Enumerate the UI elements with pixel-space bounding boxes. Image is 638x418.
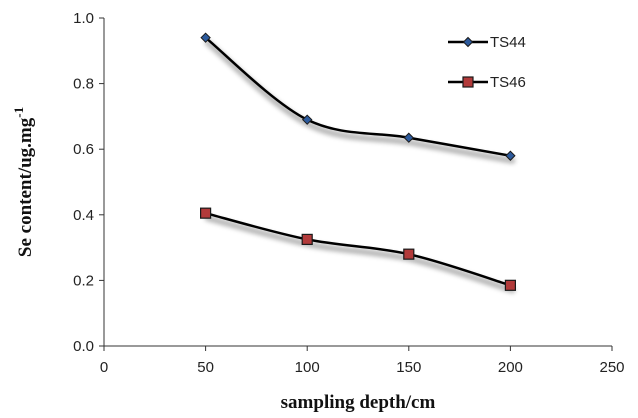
legend-item-ts44: TS44 — [448, 34, 526, 51]
data-point — [505, 150, 516, 161]
data-point — [504, 279, 516, 291]
y-tick-label: 0.6 — [73, 141, 94, 158]
series-shadow — [204, 215, 516, 294]
y-tick-label: 0.0 — [73, 338, 94, 355]
data-point — [301, 233, 313, 245]
legend-swatch-marker — [462, 36, 474, 48]
y-tick-label: 0.2 — [73, 272, 94, 289]
y-axis-title: Se content/ug.mg-1 — [11, 107, 36, 257]
data-point — [200, 207, 212, 219]
data-point — [403, 248, 415, 260]
legend-swatch-marker — [462, 76, 474, 88]
data-point — [301, 114, 313, 125]
y-tick-label: 0.4 — [73, 207, 94, 224]
series-shadow — [204, 39, 516, 164]
x-tick-label: 200 — [498, 359, 523, 376]
series-group — [200, 32, 516, 294]
x-tick-label: 0 — [100, 359, 108, 376]
legend-label: TS46 — [490, 74, 526, 91]
series-ts44 — [200, 32, 516, 164]
y-tick-label: 0.8 — [73, 76, 94, 93]
legend-label: TS44 — [490, 34, 526, 51]
axes — [103, 18, 612, 347]
series-line — [204, 36, 512, 158]
x-axis-title: sampling depth/cm — [281, 392, 436, 413]
x-tick-label: 150 — [396, 359, 421, 376]
y-axis-ticks: 0.0 0.2 0.4 0.6 0.8 1.0 — [73, 10, 104, 355]
data-point — [200, 32, 211, 43]
x-tick-label: 250 — [599, 359, 624, 376]
x-tick-label: 100 — [295, 359, 320, 376]
x-axis-ticks: 0 50 100 150 200 250 — [100, 346, 625, 376]
series-ts46 — [200, 207, 516, 294]
legend-item-ts46: TS46 — [448, 74, 526, 91]
data-point — [403, 132, 415, 143]
y-axis-title-superscript: -1 — [11, 107, 26, 118]
x-tick-label: 50 — [197, 359, 214, 376]
legend: TS44 TS46 — [448, 34, 526, 91]
series-line — [204, 211, 512, 287]
y-axis-title-text: Se content/ug.mg — [15, 117, 36, 257]
y-tick-label: 1.0 — [73, 10, 94, 27]
